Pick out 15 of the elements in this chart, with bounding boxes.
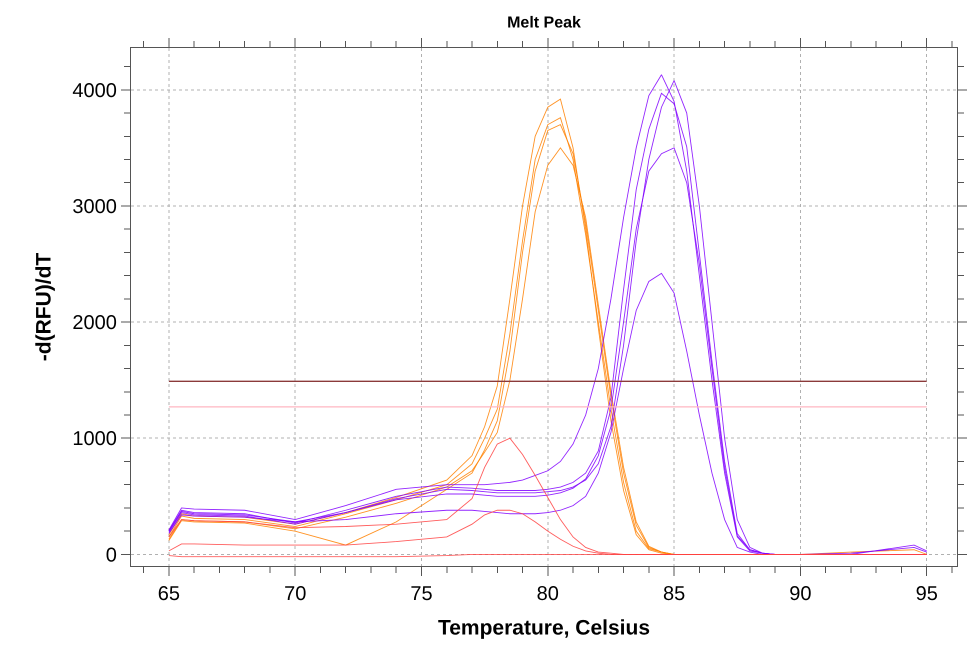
x-tick-label: 85 — [662, 583, 686, 606]
x-tick-label: 70 — [284, 583, 306, 606]
y-tick-label: 0 — [106, 544, 117, 566]
y-tick-label: 2000 — [72, 312, 117, 334]
x-tick-label: 95 — [916, 583, 938, 606]
y-tick-label: 3000 — [72, 196, 117, 218]
x-axis-title: Temperature, Celsius — [438, 616, 650, 640]
x-tick-label: 80 — [536, 583, 559, 606]
y-axis-title: -d(RFU)/dT — [32, 252, 56, 362]
y-tick-label: 4000 — [72, 80, 117, 102]
x-tick-label: 65 — [158, 583, 180, 606]
y-tick-label: 1000 — [72, 428, 117, 450]
x-tick-label: 75 — [410, 583, 433, 606]
chart-title: Melt Peak — [507, 14, 582, 32]
x-tick-label: 90 — [789, 583, 812, 606]
